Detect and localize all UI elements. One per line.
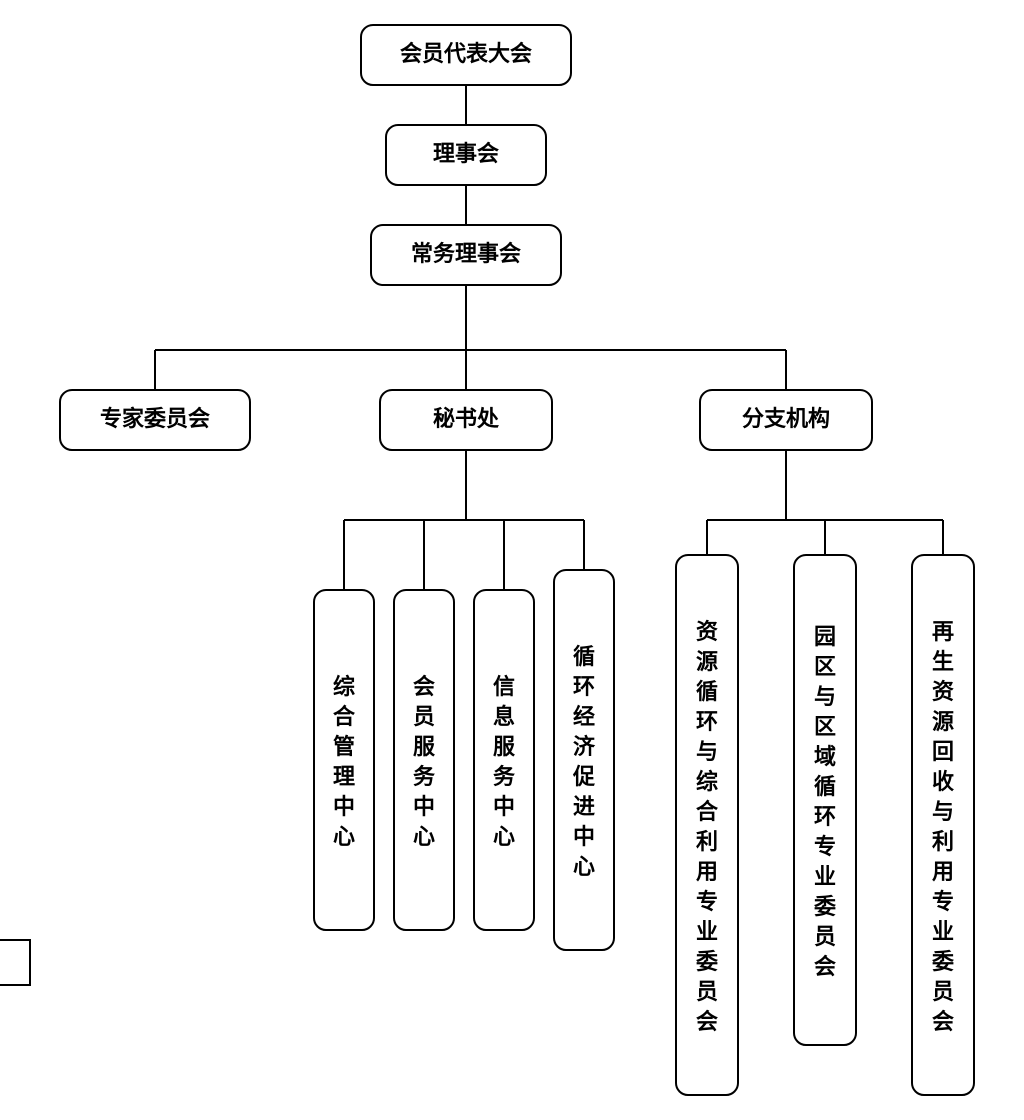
- node-s1: 综合管理中心: [314, 590, 374, 930]
- node-branch: 分支机构: [700, 390, 872, 450]
- node-s4: 循环经济促进中心: [554, 570, 614, 950]
- org-chart: 会员代表大会理事会常务理事会专家委员会 秘书处 分支机构综合管理中心会员服务中心信息…: [0, 0, 1024, 1120]
- node-s2: 会员服务中心: [394, 590, 454, 930]
- node-sec: 秘书处: [380, 390, 552, 450]
- decoration-bracket: [0, 940, 30, 985]
- node-b2: 园区与区域循环专业委员会: [794, 555, 856, 1045]
- node-exec: 常务理事会: [371, 225, 561, 285]
- node-board: 理事会: [386, 125, 546, 185]
- node-s3: 信息服务中心: [474, 590, 534, 930]
- node-label-board: 理事会: [433, 141, 499, 166]
- node-label-exec: 常务理事会: [411, 241, 521, 266]
- node-b1: 资源循环与综合利用专业委员会: [676, 555, 738, 1095]
- node-label-expert: 专家委员会: [100, 406, 210, 431]
- node-label-sec: 秘书处: [433, 406, 499, 431]
- node-root: 会员代表大会: [361, 25, 571, 85]
- node-expert: 专家委员会: [60, 390, 250, 450]
- node-label-branch: 分支机构: [742, 406, 830, 431]
- node-label-root: 会员代表大会: [400, 41, 532, 66]
- node-b3: 再生资源回收与利用专业委员会: [912, 555, 974, 1095]
